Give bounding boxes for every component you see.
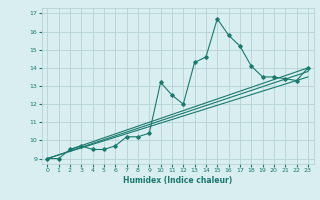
X-axis label: Humidex (Indice chaleur): Humidex (Indice chaleur) xyxy=(123,176,232,185)
